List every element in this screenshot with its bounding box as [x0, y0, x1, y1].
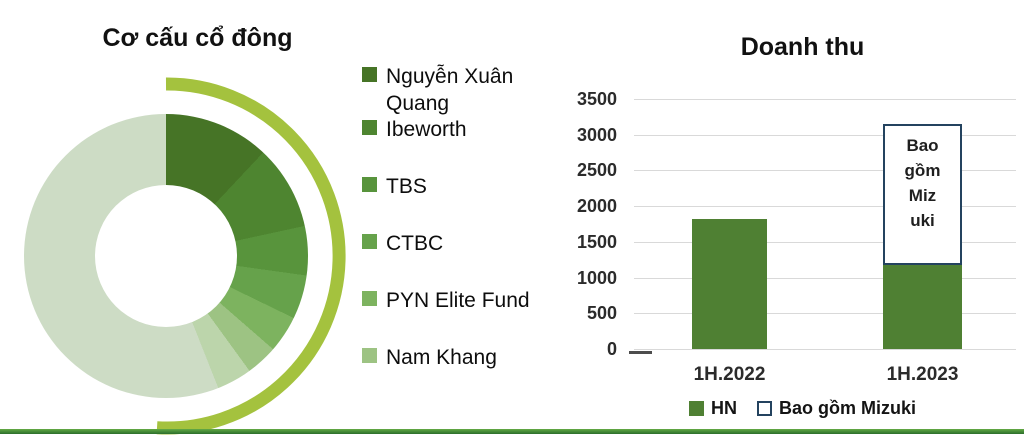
gridline-3500: [634, 99, 1016, 100]
legend-label: Nguyễn Xuân Quang: [386, 65, 514, 115]
x-axis-label-1h2023: 1H.2023: [886, 364, 959, 385]
legend-label-mizuki: Bao gồm Mizuki: [778, 398, 916, 418]
legend-label: Nam Khang: [386, 346, 497, 369]
bar-plot-area: Bao gồm Miz uki: [634, 99, 1016, 350]
legend-item: Nam Khang: [362, 344, 556, 371]
legend-item: TBS: [362, 173, 556, 200]
bar-hn-1h2023: [883, 264, 962, 349]
legend-swatch-hn: [688, 401, 704, 416]
legend-item: Ibeworth: [362, 116, 556, 143]
bar-chart-title: Doanh thu: [740, 33, 865, 61]
legend-swatch: [362, 348, 377, 363]
y-tick-label-2500: 2500: [576, 160, 617, 181]
donut-legend: Nguyễn Xuân Quang Ibeworth TBS CTBC PYN Elit…: [362, 0, 577, 436]
legend-swatch: [362, 120, 377, 135]
y-tick-label-1500: 1500: [576, 231, 617, 252]
legend-item: Nguyễn Xuân Quang: [362, 63, 556, 117]
y-tick-label-1000: 1000: [576, 267, 617, 288]
gridline-3000: [634, 134, 1016, 136]
legend-swatch: [362, 177, 377, 192]
legend-label: Ibeworth: [386, 118, 467, 141]
legend-item-mizuki: Bao gồm Mizuki: [756, 398, 916, 419]
legend-swatch: [362, 67, 377, 82]
x-axis-label-1h2022: 1H.2022: [693, 364, 766, 385]
legend-swatch-mizuki: [756, 401, 772, 416]
mizuki-bar-label: Bao gồm Miz uki: [904, 136, 941, 230]
legend-label-hn: HN: [710, 398, 737, 418]
x-axis-tick: [629, 351, 652, 354]
legend-label: CTBC: [386, 232, 444, 255]
y-tick-label-3000: 3000: [576, 124, 617, 145]
y-tick-label-2000: 2000: [576, 196, 617, 217]
gridline-2500: [634, 170, 1016, 172]
legend-label: TBS: [386, 175, 427, 198]
gridline-500: [634, 313, 1016, 315]
bar-hn-1h2022: [692, 219, 767, 349]
legend-item: CTBC: [362, 230, 556, 257]
gridline-2000: [634, 206, 1016, 208]
legend-swatch: [362, 234, 377, 249]
legend-label: PYN Elite Fund: [386, 289, 530, 312]
gridline-0: [634, 349, 1016, 350]
legend-item: PYN Elite Fund: [362, 287, 556, 314]
donut-hole: [95, 185, 237, 327]
y-tick-label-3500: 3500: [576, 89, 617, 109]
donut-chart-title: Cơ cấu cổ đông: [102, 24, 293, 52]
bar-mizuki-outlined: [883, 124, 962, 265]
gridline-1500: [634, 241, 1016, 243]
legend-swatch: [362, 291, 377, 306]
bar-chart-legend: HN Bao gồm Mizuki: [615, 398, 990, 419]
legend-item-hn: HN: [688, 398, 737, 419]
gridline-1000: [634, 277, 1016, 279]
y-tick-label-0: 0: [606, 339, 617, 359]
bottom-border-stripe: [0, 429, 1024, 434]
y-tick-label-500: 500: [586, 303, 617, 324]
